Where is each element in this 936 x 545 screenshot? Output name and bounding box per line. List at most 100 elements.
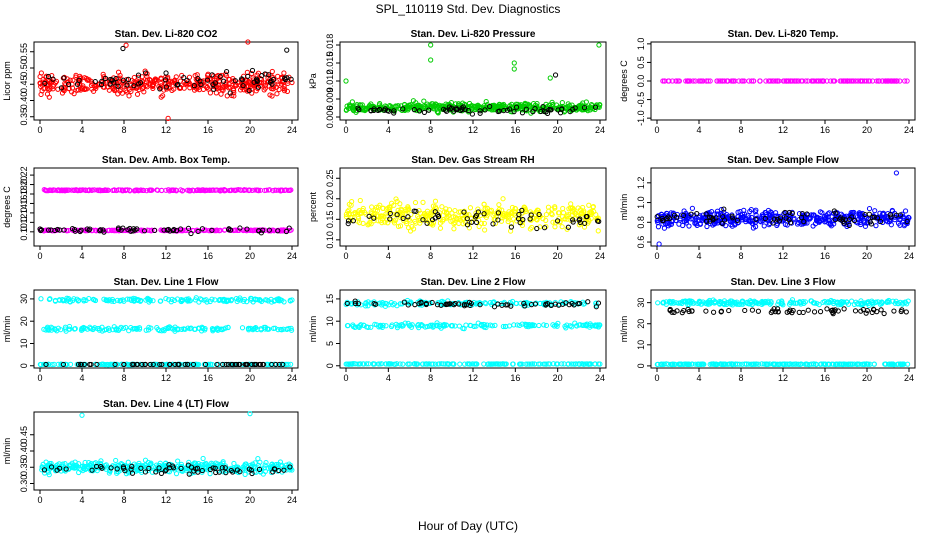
data-point [50, 76, 56, 82]
data-point [435, 300, 441, 306]
data-point [280, 361, 286, 368]
data-point [385, 361, 391, 367]
data-point [420, 199, 426, 205]
data-point [237, 187, 243, 193]
data-point [823, 218, 829, 224]
data-point [817, 209, 824, 215]
data-point [665, 223, 672, 229]
data-point [576, 361, 582, 367]
data-point [126, 328, 132, 334]
data-point [135, 74, 142, 80]
data-point [841, 306, 847, 312]
data-point [69, 187, 75, 193]
data-point [233, 83, 239, 89]
data-series [37, 295, 295, 368]
data-point [476, 223, 482, 230]
data-point [687, 300, 694, 306]
data-point [276, 361, 282, 368]
data-point [726, 307, 732, 314]
data-point [587, 322, 594, 329]
data-point [187, 188, 193, 194]
data-point [525, 324, 532, 330]
data-series [343, 196, 601, 234]
y-tick-label: 0.20 [19, 176, 29, 194]
x-tick-label: 0 [343, 125, 348, 135]
data-point [125, 76, 131, 83]
x-tick-label: 20 [553, 125, 563, 135]
data-point [734, 217, 740, 223]
data-point [507, 103, 513, 109]
data-point [175, 81, 181, 88]
data-point [274, 296, 280, 302]
data-point [492, 216, 499, 222]
data-point [193, 466, 199, 472]
data-point [460, 104, 467, 110]
y-tick-label: 0.30 [19, 475, 29, 493]
data-point [556, 302, 562, 308]
data-point [703, 211, 709, 217]
data-point [368, 324, 374, 330]
data-point [548, 107, 554, 113]
data-point [473, 219, 480, 225]
data-point [165, 325, 172, 331]
data-point [84, 187, 91, 194]
data-point [246, 88, 252, 94]
y-tick-label: 0.25 [325, 169, 335, 187]
x-tick-label: 24 [904, 125, 914, 135]
data-point [80, 83, 86, 89]
data-point [873, 223, 879, 229]
data-point [881, 310, 887, 317]
data-point [497, 361, 503, 367]
data-point [202, 361, 209, 368]
data-point [537, 300, 543, 307]
data-point [529, 224, 535, 231]
data-point [506, 323, 513, 329]
data-point [271, 466, 277, 472]
data-point [66, 187, 72, 193]
data-point [398, 206, 404, 212]
data-point [117, 298, 123, 304]
data-point [847, 78, 853, 84]
data-point [492, 104, 498, 110]
y-tick-label: 0.55 [19, 43, 29, 61]
data-point [420, 213, 426, 219]
data-point [679, 310, 685, 316]
data-point [384, 217, 390, 223]
data-point [527, 104, 533, 110]
data-point [400, 361, 406, 367]
y-tick-label: 0 [325, 363, 335, 368]
data-point [748, 299, 754, 305]
data-point [677, 217, 683, 223]
data-point [204, 79, 210, 85]
data-point [281, 467, 287, 473]
data-point [822, 361, 828, 367]
data-point [736, 78, 742, 84]
data-point [768, 309, 774, 316]
data-point [223, 325, 229, 331]
data-point [578, 210, 585, 216]
data-point [227, 90, 233, 96]
data-point [241, 465, 247, 471]
data-point [689, 308, 695, 314]
data-point [185, 225, 192, 231]
data-point [430, 361, 436, 367]
data-point [473, 323, 479, 329]
data-point [508, 303, 514, 309]
data-point [869, 214, 875, 221]
data-point [705, 299, 711, 305]
data-point [110, 327, 116, 333]
data-point [94, 187, 100, 193]
data-point [71, 91, 77, 97]
data-point [138, 465, 144, 471]
data-point [831, 308, 837, 314]
data-point [799, 78, 806, 84]
data-point [718, 361, 724, 367]
data-point [695, 361, 702, 367]
data-point [72, 226, 78, 233]
data-point [593, 304, 599, 310]
data-point [131, 83, 137, 89]
data-point [416, 207, 422, 214]
data-point [40, 461, 46, 467]
data-point [204, 299, 210, 305]
data-point [822, 219, 828, 225]
